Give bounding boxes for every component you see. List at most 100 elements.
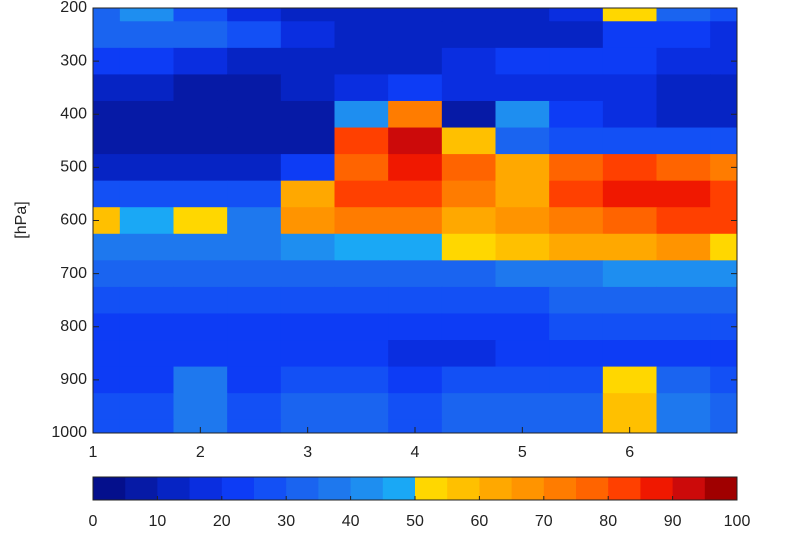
contour-cell — [334, 233, 389, 261]
contour-cell — [93, 180, 121, 208]
contour-cell — [495, 47, 550, 75]
contour-cell — [119, 260, 174, 288]
contour-cell — [280, 393, 335, 421]
contour-cell — [495, 180, 550, 208]
contour-cell — [227, 313, 282, 341]
contour-cell — [710, 419, 738, 434]
colorbar-segment — [543, 477, 577, 500]
colorbar-tick-label: 80 — [599, 513, 617, 530]
colorbar-segment — [672, 477, 706, 500]
contour-cell — [495, 100, 550, 129]
contour-cell — [173, 127, 228, 155]
contour-cell — [495, 8, 550, 22]
contour-cell — [227, 207, 282, 235]
contour-cell — [656, 260, 711, 288]
colorbar-segment — [189, 477, 223, 500]
contour-cell — [656, 100, 711, 129]
contour-cell — [602, 8, 657, 22]
contour-cell — [388, 260, 443, 288]
contour-cell — [441, 127, 496, 155]
contour-cell — [173, 366, 228, 394]
contour-cell — [334, 21, 389, 49]
contour-cell — [119, 127, 174, 155]
contour-cell — [173, 340, 228, 368]
y-tick-label: 300 — [60, 52, 87, 69]
colorbar-segment — [350, 477, 384, 500]
contour-cell — [173, 233, 228, 261]
colorbar-segment — [447, 477, 480, 500]
contour-cell — [334, 100, 389, 129]
contour-cell — [602, 233, 657, 261]
contour-cell — [227, 286, 282, 314]
y-tick-label: 900 — [60, 371, 87, 388]
colorbar-segment — [382, 477, 416, 500]
contour-cell — [441, 21, 496, 49]
contour-cell — [334, 74, 389, 102]
contour-cell — [388, 393, 443, 421]
contour-cell — [280, 419, 335, 434]
contour-cell — [173, 21, 228, 49]
contour-cell — [495, 74, 550, 102]
contour-cell — [173, 207, 228, 235]
contour-cell — [549, 74, 604, 102]
contour-cell — [388, 340, 443, 368]
contour-cell — [388, 21, 443, 49]
contour-cell — [602, 366, 657, 394]
contour-cell — [119, 286, 174, 314]
contour-cell — [334, 47, 389, 75]
y-tick-label: 800 — [60, 318, 87, 335]
contour-cell — [280, 340, 335, 368]
contour-cell — [495, 286, 550, 314]
colorbar-tick-label: 100 — [724, 513, 751, 530]
contour-cell — [441, 286, 496, 314]
contour-cell — [280, 207, 335, 235]
x-tick-label: 5 — [518, 444, 527, 461]
contour-cell — [93, 74, 121, 102]
contour-cell — [549, 180, 604, 208]
contour-cell — [334, 313, 389, 341]
contour-cell — [334, 340, 389, 368]
colorbar-segment — [415, 477, 448, 500]
contour-cell — [334, 180, 389, 208]
contour-cell — [388, 8, 443, 22]
contour-cell — [710, 393, 738, 421]
contour-cell — [602, 180, 657, 208]
contour-cell — [388, 366, 443, 394]
contour-cell — [227, 74, 282, 102]
contour-cell — [549, 100, 604, 129]
contour-cell — [334, 366, 389, 394]
contour-cell — [280, 154, 335, 182]
contour-cell — [710, 127, 738, 155]
contour-cell — [173, 260, 228, 288]
contour-cell — [173, 313, 228, 341]
contour-cell — [602, 154, 657, 182]
x-tick-label: 1 — [89, 444, 98, 461]
contour-cell — [280, 21, 335, 49]
colorbar-tick-label: 0 — [89, 513, 98, 530]
contour-cell — [280, 100, 335, 129]
contour-cell — [602, 260, 657, 288]
contour-cell — [710, 340, 738, 368]
colorbar-segment — [286, 477, 319, 500]
colorbar-segment — [125, 477, 158, 500]
contour-cell — [227, 180, 282, 208]
contour-cell — [388, 180, 443, 208]
colorbar-tick-label: 60 — [471, 513, 489, 530]
contour-cell — [656, 47, 711, 75]
contour-cell — [388, 419, 443, 434]
colorbar-tick-label: 40 — [342, 513, 360, 530]
contour-cell — [280, 180, 335, 208]
contour-cell — [602, 313, 657, 341]
contour-cell — [656, 180, 711, 208]
contour-cell — [93, 8, 121, 22]
contour-cell — [441, 340, 496, 368]
contour-cell — [173, 8, 228, 22]
contour-cell — [388, 313, 443, 341]
contour-cell — [549, 419, 604, 434]
colorbar-segment — [221, 477, 255, 500]
contour-cell — [173, 74, 228, 102]
contour-cell — [227, 340, 282, 368]
contour-cell — [495, 127, 550, 155]
contour-cell — [656, 154, 711, 182]
contour-cell — [334, 419, 389, 434]
